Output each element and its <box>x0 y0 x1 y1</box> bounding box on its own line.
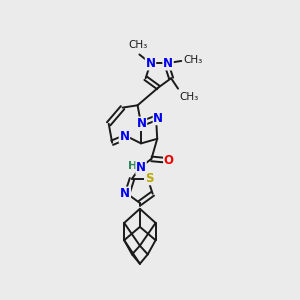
Text: N: N <box>146 57 155 70</box>
Text: O: O <box>164 154 174 167</box>
Text: CH₃: CH₃ <box>129 40 148 50</box>
Text: CH₃: CH₃ <box>179 92 198 102</box>
Text: N: N <box>120 187 130 200</box>
Text: N: N <box>136 117 146 130</box>
Text: N: N <box>153 112 164 124</box>
Text: H: H <box>128 161 138 171</box>
Text: CH₃: CH₃ <box>183 55 203 65</box>
Text: N: N <box>119 130 129 143</box>
Text: N: N <box>163 57 173 70</box>
Text: N: N <box>136 161 146 174</box>
Text: S: S <box>145 172 153 184</box>
